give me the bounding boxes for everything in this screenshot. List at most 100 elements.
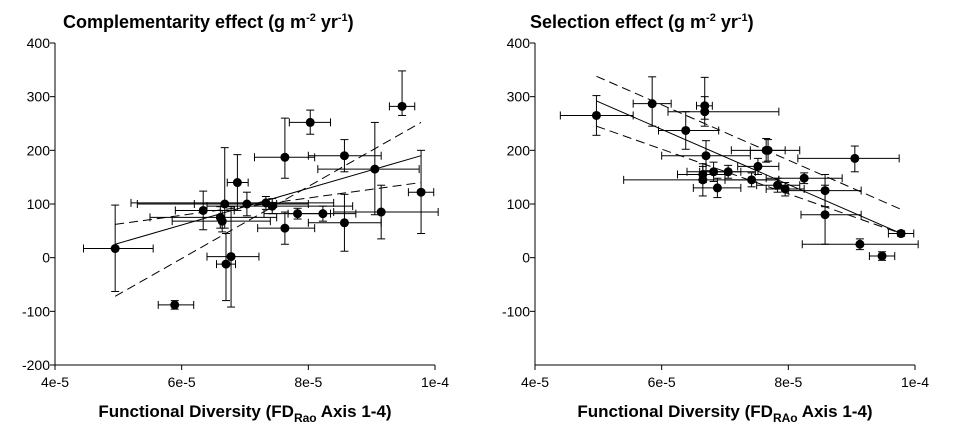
y-tick-label: 0	[42, 250, 50, 266]
point-marker	[647, 99, 657, 109]
point-marker	[753, 161, 763, 171]
x-axis-label: Functional Diversity (FDRAo Axis 1-4)	[577, 402, 872, 425]
data-point	[206, 206, 260, 308]
point-marker	[221, 259, 231, 269]
y-tick-label: 400	[507, 35, 531, 51]
point-marker	[773, 180, 783, 190]
y-tick-label: 100	[507, 196, 531, 212]
point-marker	[723, 167, 733, 177]
chart-title: Complementarity effect (g m-2 yr-1)	[63, 12, 354, 32]
point-marker	[242, 199, 252, 209]
x-tick-label: 6e-5	[168, 374, 196, 390]
y-tick-label: -100	[502, 303, 530, 319]
data-point	[288, 109, 331, 135]
point-marker	[339, 218, 349, 228]
y-tick-label: 200	[507, 142, 531, 158]
point-marker	[267, 201, 277, 211]
y-tick-label: -200	[22, 357, 50, 373]
point-marker	[339, 151, 349, 161]
point-marker	[850, 153, 860, 163]
data-point	[216, 233, 236, 302]
data-point	[83, 204, 154, 292]
y-tick-label: 300	[507, 89, 531, 105]
data-point	[696, 76, 713, 120]
data-point	[756, 177, 801, 193]
chart-panel-2: Selection effect (g m-2 yr-1) -100 0 100 200…	[502, 12, 929, 425]
point-marker	[855, 239, 865, 249]
data-point	[749, 139, 786, 162]
regression-line	[596, 100, 902, 234]
point-marker	[747, 175, 757, 185]
point-marker	[305, 117, 315, 127]
x-tick-label: 8e-5	[774, 374, 802, 390]
data-point	[724, 172, 780, 188]
data-point	[661, 140, 751, 172]
data-point	[157, 300, 195, 310]
data-point	[887, 229, 915, 239]
data-point	[667, 96, 780, 127]
x-tick-label: 6e-5	[648, 374, 676, 390]
point-marker	[780, 184, 790, 194]
point-marker	[681, 125, 691, 135]
data-point	[765, 182, 805, 197]
point-marker	[318, 209, 328, 219]
point-marker	[591, 110, 601, 120]
point-marker	[416, 187, 426, 197]
data-point	[226, 154, 249, 211]
chart-panel-1: Complementarity effect (g m-2 yr-1) -200 -…	[22, 12, 449, 425]
data-point	[254, 117, 316, 179]
point-marker	[370, 164, 380, 174]
data-point	[632, 76, 672, 127]
data-point	[307, 139, 382, 173]
point-marker	[110, 244, 120, 254]
y-tick-label: -100	[22, 303, 50, 319]
point-marker	[376, 207, 386, 217]
point-marker	[763, 145, 773, 155]
point-marker	[799, 173, 809, 183]
point-marker	[217, 216, 227, 226]
data-point	[765, 172, 843, 185]
x-axis-label: Functional Diversity (FDRao Axis 1-4)	[98, 402, 391, 425]
y-tick-label: 100	[27, 196, 51, 212]
data-point	[559, 95, 634, 136]
point-marker	[820, 210, 830, 220]
point-marker	[877, 251, 887, 261]
confidence-line	[596, 75, 902, 210]
point-marker	[280, 152, 290, 162]
point-marker	[700, 101, 710, 111]
point-marker	[198, 205, 208, 215]
point-marker	[170, 300, 180, 310]
x-tick-label: 1e-4	[901, 374, 929, 390]
data-point	[797, 145, 900, 173]
point-marker	[712, 183, 722, 193]
data-point	[287, 205, 357, 222]
y-tick-label: 300	[27, 89, 51, 105]
y-tick-label: 200	[27, 142, 51, 158]
data-point	[407, 149, 435, 235]
point-marker	[226, 252, 236, 262]
data-point	[658, 111, 720, 150]
point-marker	[280, 223, 290, 233]
data-point	[388, 70, 416, 116]
data-point	[206, 198, 354, 215]
point-marker	[701, 151, 711, 161]
data-point	[257, 211, 316, 245]
chart-title: Selection effect (g m-2 yr-1)	[530, 12, 754, 32]
x-tick-label: 1e-4	[421, 374, 449, 390]
point-marker	[896, 229, 906, 239]
data-point	[317, 121, 420, 216]
data-point	[692, 177, 742, 199]
data-point	[868, 251, 896, 261]
y-tick-label: 0	[522, 250, 530, 266]
x-tick-label: 4e-5	[521, 374, 549, 390]
point-marker	[232, 178, 242, 188]
y-tick-label: 400	[27, 35, 51, 51]
data-point	[800, 184, 862, 245]
point-marker	[397, 101, 407, 111]
x-tick-label: 8e-5	[294, 374, 322, 390]
data-point	[801, 238, 919, 251]
data-point	[737, 157, 780, 175]
x-tick-label: 4e-5	[41, 374, 69, 390]
data-point	[699, 164, 756, 179]
